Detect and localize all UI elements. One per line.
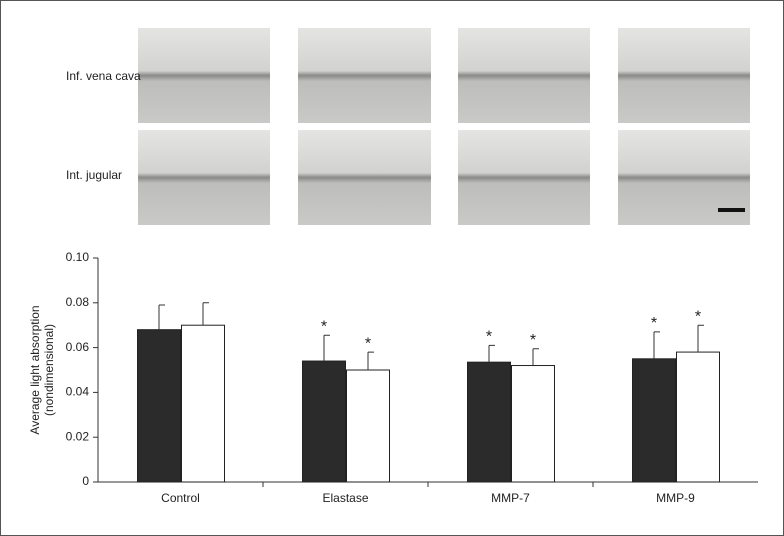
significance-label: * <box>651 315 657 332</box>
significance-label: * <box>365 335 371 352</box>
error-bar <box>202 302 209 326</box>
bar <box>181 324 225 483</box>
error-bar <box>323 334 330 362</box>
y-tick-label: 0.02 <box>66 429 90 443</box>
x-tick-label: Elastase <box>322 491 368 505</box>
error-bar <box>367 351 374 370</box>
y-tick-label: 0.04 <box>66 385 90 399</box>
micrograph <box>618 28 750 123</box>
micrograph <box>298 130 431 225</box>
micrograph <box>138 28 270 123</box>
bar <box>676 351 720 483</box>
x-tick-label: MMP-7 <box>491 491 530 505</box>
micrograph <box>458 130 590 225</box>
micrograph <box>298 28 431 123</box>
row-label: Int. jugular <box>66 168 122 182</box>
y-tick-label: 0.06 <box>66 340 90 354</box>
bar <box>632 358 676 483</box>
bar <box>137 329 181 483</box>
y-axis-note: (nondimensional) <box>42 324 56 416</box>
x-tick-label: MMP-9 <box>656 491 695 505</box>
x-tick-label: Control <box>161 491 200 505</box>
micrograph <box>138 130 270 225</box>
error-bar <box>158 304 165 330</box>
bar <box>302 360 346 483</box>
error-bar <box>697 324 704 353</box>
error-bar <box>532 348 539 366</box>
significance-label: * <box>530 332 536 349</box>
significance-label: * <box>321 318 327 335</box>
y-axis-title: Average light absorption (nondimensional… <box>28 305 56 434</box>
y-axis-label: Average light absorption <box>28 305 42 434</box>
y-tick-label: 0 <box>82 474 89 488</box>
bar <box>467 361 511 483</box>
bar <box>346 369 390 483</box>
error-bar <box>488 344 495 363</box>
micrographs <box>138 28 750 225</box>
scale-bar <box>718 208 745 212</box>
y-tick-label: 0.08 <box>66 295 90 309</box>
significance-label: * <box>695 308 701 325</box>
y-tick-label: 0.10 <box>66 250 90 264</box>
bar <box>511 365 555 483</box>
significance-label: * <box>486 329 492 346</box>
micrograph <box>458 28 590 123</box>
row-label: Inf. vena cava <box>66 69 141 83</box>
error-bar <box>653 331 660 359</box>
